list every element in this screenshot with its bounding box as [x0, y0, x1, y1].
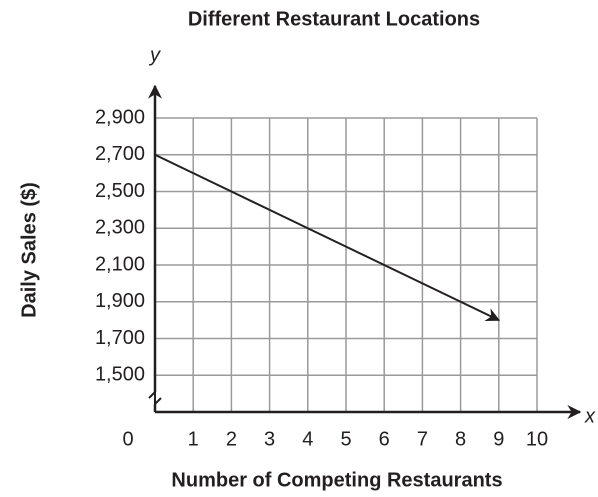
x-axis-label: Number of Competing Restaurants [171, 469, 502, 491]
y-tick-label: 2,900 [95, 106, 145, 128]
y-tick-label: 2,500 [95, 180, 145, 202]
data-line [154, 153, 501, 322]
x-tick-label: 5 [340, 428, 351, 450]
y-tick-label: 1,700 [95, 327, 145, 349]
x-tick-label: 4 [302, 428, 313, 450]
y-tick-label: 1,500 [95, 364, 145, 386]
x-tick-label: 1 [188, 428, 199, 450]
y-tick-label: 2,300 [95, 217, 145, 239]
y-tick-label: 2,700 [95, 143, 145, 165]
x-tick-label: 2 [226, 428, 237, 450]
x-tick-label: 10 [526, 428, 548, 450]
x-tick-label: 9 [493, 428, 504, 450]
x-tick-label: 3 [264, 428, 275, 450]
y-axis-label: Daily Sales ($) [18, 182, 40, 318]
x-tick-label: 0 [122, 428, 133, 450]
y-tick-label: 2,100 [95, 253, 145, 275]
chart-title: Different Restaurant Locations [188, 8, 480, 30]
grid [155, 117, 538, 412]
y-tick-label: 1,900 [95, 290, 145, 312]
y-axis-name: y [148, 44, 161, 66]
axis-break [148, 389, 162, 407]
x-tick-label: 8 [455, 428, 466, 450]
x-tick-label: 6 [379, 428, 390, 450]
x-tick-label: 7 [417, 428, 428, 450]
x-axis-name: x [584, 405, 596, 427]
